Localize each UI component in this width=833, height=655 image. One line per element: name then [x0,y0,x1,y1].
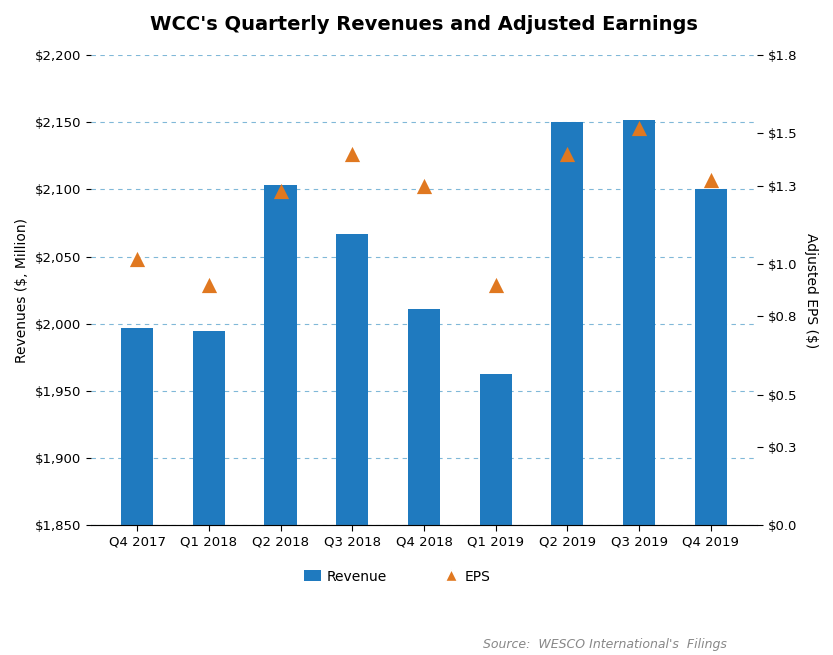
Bar [192,331,225,655]
Point [561,149,574,160]
Bar [695,189,727,655]
Point [346,149,359,160]
Point [202,280,216,290]
Title: WCC's Quarterly Revenues and Adjusted Earnings: WCC's Quarterly Revenues and Adjusted Ea… [150,15,698,34]
Y-axis label: Adjusted EPS ($): Adjusted EPS ($) [804,233,818,348]
Point [632,123,646,134]
Bar [408,309,440,655]
Bar [623,119,655,655]
Bar [480,373,511,655]
Text: Source:  WESCO International's  Filings: Source: WESCO International's Filings [483,639,727,652]
Point [131,253,144,264]
Legend: Revenue, EPS: Revenue, EPS [299,564,496,589]
Bar [121,328,153,655]
Bar [551,122,583,655]
Point [274,185,287,196]
Bar [264,185,297,655]
Y-axis label: Revenues ($, Million): Revenues ($, Million) [15,217,29,363]
Point [417,180,431,191]
Bar [337,234,368,655]
Point [704,175,717,185]
Point [489,280,502,290]
